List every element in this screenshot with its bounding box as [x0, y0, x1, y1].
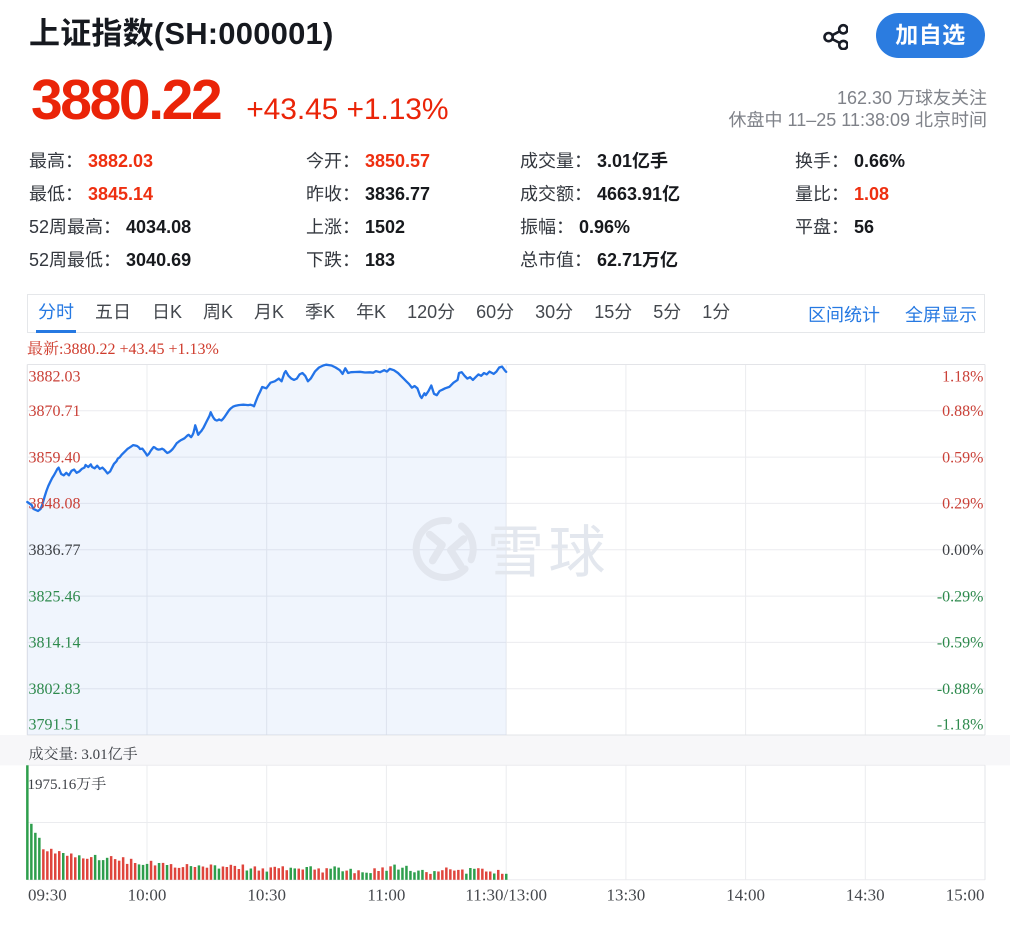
svg-text:1.18%: 1.18%	[942, 369, 983, 386]
svg-text:14:30: 14:30	[846, 886, 885, 905]
svg-text:10:00: 10:00	[128, 886, 167, 905]
svg-text:11:00: 11:00	[367, 886, 405, 905]
svg-text:3791.51: 3791.51	[29, 717, 81, 734]
svg-text:3882.03: 3882.03	[29, 369, 81, 386]
svg-text:3814.14: 3814.14	[29, 635, 81, 652]
svg-text:13:30: 13:30	[607, 886, 646, 905]
svg-text:3825.46: 3825.46	[29, 588, 81, 605]
svg-text:3836.77: 3836.77	[29, 542, 81, 559]
svg-text:-0.29%: -0.29%	[937, 588, 984, 605]
svg-text:15:00: 15:00	[946, 886, 985, 905]
svg-text:14:00: 14:00	[726, 886, 765, 905]
svg-text:3802.83: 3802.83	[29, 681, 81, 698]
svg-text:-0.59%: -0.59%	[937, 635, 984, 652]
svg-text:成交量: 3.01亿手: 成交量: 3.01亿手	[29, 746, 138, 763]
svg-text:雪球: 雪球	[487, 507, 610, 589]
svg-text:11:30/13:00: 11:30/13:00	[465, 886, 547, 905]
svg-text:0.88%: 0.88%	[942, 403, 983, 420]
svg-text:3859.40: 3859.40	[29, 449, 81, 466]
svg-text:3870.71: 3870.71	[29, 403, 81, 420]
svg-text:1975.16万手: 1975.16万手	[28, 776, 107, 793]
svg-text:-1.18%: -1.18%	[937, 717, 984, 734]
svg-text:3848.08: 3848.08	[29, 496, 81, 513]
svg-text:-0.88%: -0.88%	[937, 681, 984, 698]
svg-text:09:30: 09:30	[28, 886, 67, 905]
svg-text:10:30: 10:30	[247, 886, 286, 905]
svg-text:0.29%: 0.29%	[942, 496, 983, 513]
svg-text:0.00%: 0.00%	[942, 542, 983, 559]
svg-text:0.59%: 0.59%	[942, 449, 983, 466]
